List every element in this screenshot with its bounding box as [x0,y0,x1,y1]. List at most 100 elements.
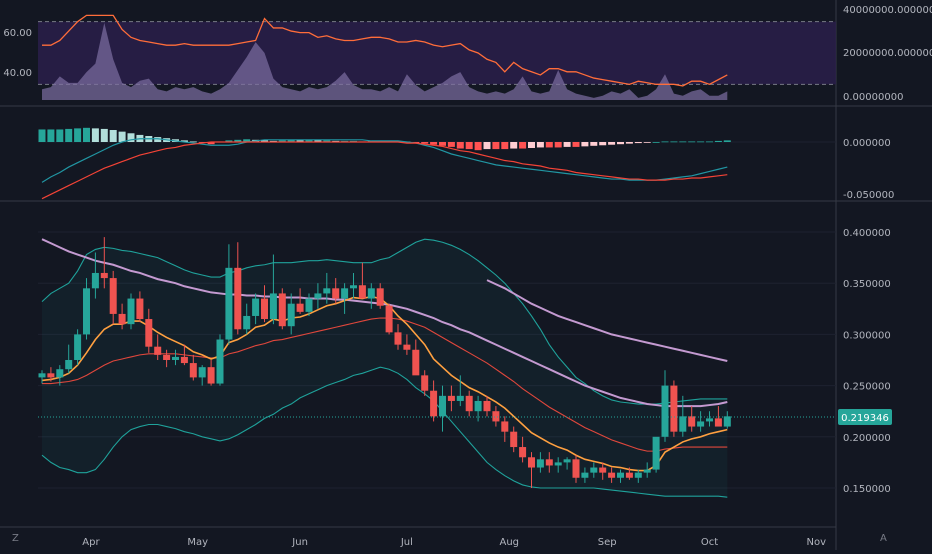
candle-body [617,472,624,478]
time-axis-label: Apr [82,537,100,548]
rsi-tick-label: 60.00 [3,28,32,39]
candle-body [180,356,188,364]
candle-body [269,293,277,320]
candle-body [243,315,251,330]
auto-scale-button[interactable]: A [880,533,887,544]
macd-histogram-bar [100,128,108,142]
price-tick-label: 0.250000 [843,382,891,393]
macd-histogram-bar [127,133,135,142]
time-axis-label: May [187,537,208,548]
candle-body [225,267,233,340]
macd-histogram-bar [465,142,473,150]
price-tick-label: 0.350000 [843,279,891,290]
candle-body [519,447,527,458]
rsi-band [38,21,836,85]
candle-body [608,472,616,478]
macd-histogram-bar [83,127,90,142]
candle-body [305,298,313,312]
macd-histogram-bar [483,142,491,150]
candle-body [456,395,464,401]
macd-histogram-bar [714,140,722,142]
candle-body [47,373,55,378]
macd-histogram-bar [287,139,295,142]
candle-body [572,459,580,478]
time-axis-label: Aug [499,537,519,548]
last-price-label-bg [838,408,892,425]
macd-histogram-bar [625,142,633,144]
candle-body [145,319,153,347]
candle-body [234,267,242,330]
macd-histogram-bar [510,142,518,149]
candle-body [83,288,90,335]
candle-body [483,400,491,412]
price-tick-label: 0.300000 [843,330,891,341]
candle-body [634,472,642,478]
macd-histogram-bar [243,139,251,142]
macd-histogram-bar [154,137,162,142]
candle-body [563,459,571,463]
macd-histogram-bar [296,140,304,142]
candle-body [492,411,500,422]
macd-histogram-bar [180,140,188,142]
candle-body [679,416,687,432]
price-tick-label: 0.400000 [843,228,891,239]
candle-body [296,303,304,312]
macd-histogram-bar [590,142,598,146]
macd-histogram-bar [608,142,616,145]
macd-histogram-bar [563,142,571,147]
time-axis-label: Jul [400,537,413,548]
volume-tick-label: 20000000.00000000 [843,48,932,59]
macd-tick-label: 0.000000 [843,138,891,149]
macd-tick-label: -0.050000 [843,190,894,201]
candle-body [501,421,509,432]
time-axis-label: Nov [807,537,827,548]
time-axis-label: Oct [701,537,718,548]
macd-histogram-bar [207,142,215,145]
candle-body [474,400,482,412]
candle-body [287,303,295,327]
macd-histogram-bar [38,129,46,142]
macd-histogram-bar [617,142,624,145]
candle-body [172,356,179,360]
candle-body [447,395,455,401]
macd-histogram-bar [74,128,82,142]
macd-histogram-bar [421,142,429,144]
candle-body [341,288,349,299]
macd-histogram-bar [278,140,286,142]
candle-body [56,369,64,378]
candle-body [136,298,144,320]
macd-histogram-bar [456,142,464,149]
volume-area [42,22,728,100]
macd-histogram-bar [706,141,713,143]
volume-tick-label: 40000000.00000000 [843,5,932,16]
candle-body [376,288,384,306]
candle-body [706,418,713,422]
candle-body [198,367,206,378]
macd-histogram-bar [634,142,642,144]
macd-histogram-bar [118,131,126,142]
macd-histogram-bar [501,142,509,150]
candle-body [528,457,535,468]
rsi-tick-label: 40.00 [3,68,32,79]
candle-body [394,332,402,345]
price-tick-label: 0.150000 [843,484,891,495]
candle-body [625,472,633,478]
candle-body [697,421,705,427]
candle-body [385,305,393,333]
candle-body [465,395,473,412]
candle-body [439,395,446,417]
candle-body [252,298,260,316]
macd-histogram-bar [492,142,500,150]
macd-line [41,138,728,183]
candle-body [91,272,99,289]
candle-body [74,334,82,360]
candle-body [109,278,117,314]
macd-histogram-bar [439,142,446,146]
macd-histogram-bar [661,141,669,143]
sma-slow-line [41,238,728,408]
zoom-reset-button[interactable]: Z [12,533,19,544]
candle-body [688,416,696,427]
candle-body [278,293,286,327]
